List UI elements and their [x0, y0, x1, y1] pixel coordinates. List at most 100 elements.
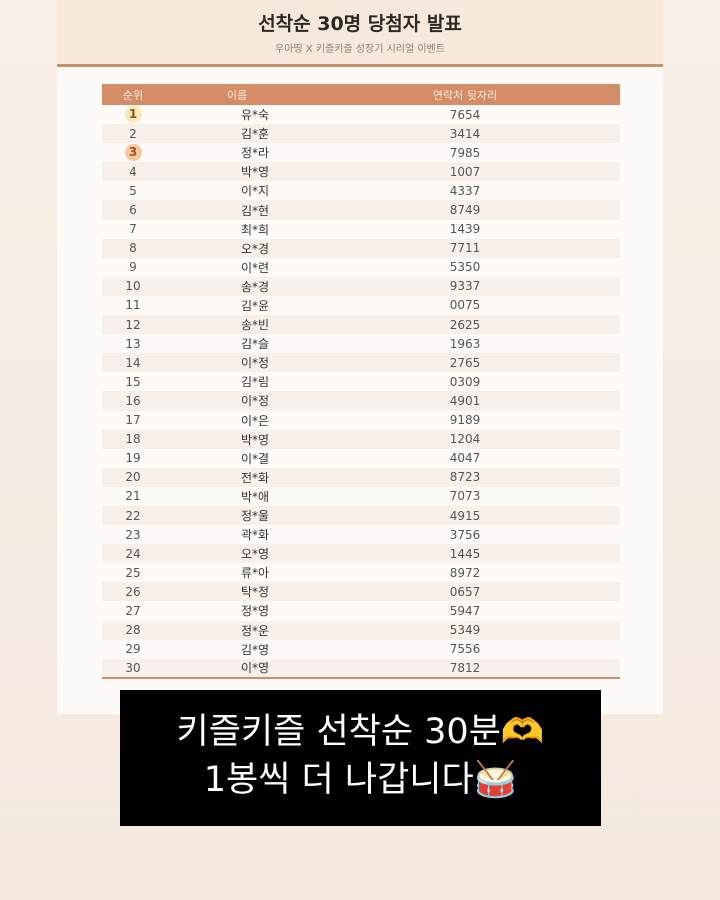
table-row: 28 정*운 5349: [102, 620, 620, 640]
cell-name: 박*영: [164, 162, 310, 182]
cell-rank: 27: [125, 603, 141, 618]
cell-rank: 15: [125, 374, 141, 389]
cell-rank: 29: [125, 642, 141, 657]
cell-name: 곽*화: [241, 528, 270, 543]
cell-rank: 18: [102, 429, 164, 449]
cell-rank: 22: [102, 505, 164, 526]
cell-phone: 8723: [310, 467, 620, 487]
cell-rank: 1: [102, 105, 164, 124]
table-row: 3 정*라 7985: [102, 143, 620, 162]
table-row: 17 이*은 9189: [102, 411, 620, 430]
table-row: 24 오*영 1445: [102, 544, 620, 564]
cell-name: 이*정: [164, 391, 310, 411]
cell-rank: 6: [102, 200, 164, 220]
cell-name: 전*화: [164, 467, 310, 487]
cell-name: 이*지: [241, 184, 270, 199]
table-row: 12 송*빈 2625: [102, 315, 620, 335]
table-row: 10 송*경 9337: [102, 276, 620, 296]
table-row: 18 박*영 1204: [102, 429, 620, 449]
column-rank: 순위: [102, 84, 164, 105]
table-row: 4 박*영 1007: [102, 162, 620, 182]
cell-rank: 4: [102, 162, 164, 182]
cell-phone: 7654: [449, 107, 481, 122]
cell-name: 오*영: [164, 544, 310, 564]
cell-name: 정*울: [164, 505, 310, 526]
cell-name: 박*영: [164, 429, 310, 449]
caption-overlay: 키즐키즐 선착순 30분🫶 1봉씩 더 나갑니다🥁: [120, 690, 601, 826]
table-row: 8 오*경 7711: [102, 238, 620, 258]
table-row: 9 이*련 5350: [102, 258, 620, 277]
cell-name: 박*애: [241, 489, 270, 504]
column-name: 이름: [164, 84, 310, 105]
cell-name: 송*빈: [164, 315, 310, 335]
cell-phone: 5350: [449, 260, 481, 275]
cell-phone: 3756: [449, 527, 481, 542]
cell-rank: 21: [125, 489, 141, 504]
cell-name: 이*은: [241, 413, 270, 428]
caption-line-1: 키즐키즐 선착순 30분🫶: [176, 712, 545, 752]
cell-phone: 4915: [310, 505, 620, 526]
table-row: 11 김*윤 0075: [102, 296, 620, 315]
cell-phone: 1007: [310, 162, 620, 182]
table-row: 30 이*영 7812: [102, 658, 620, 678]
cell-rank: 28: [102, 620, 164, 640]
cell-phone: 0309: [449, 374, 481, 389]
cell-name: 이*영: [164, 658, 310, 678]
cell-name: 정*라: [241, 146, 270, 161]
cell-phone: 9337: [310, 276, 620, 296]
table-row: 25 류*아 8972: [102, 563, 620, 582]
cell-name: 정*운: [164, 620, 310, 640]
cell-rank: 9: [129, 260, 137, 275]
cell-rank: 8: [102, 238, 164, 258]
cell-phone: 2765: [310, 353, 620, 373]
cell-name: 류*아: [241, 566, 270, 581]
cell-phone: 9189: [449, 413, 481, 428]
cell-name: 김*림: [241, 375, 270, 390]
card-header: 선착순 30명 당첨자 발표 우아띵 X 키즐키즐 성장기 시리얼 이벤트: [57, 0, 663, 67]
table-row: 23 곽*화 3756: [102, 525, 620, 544]
cell-phone: 0075: [449, 298, 481, 313]
table-row: 1 유*숙 7654: [102, 105, 620, 124]
cell-phone: 7812: [310, 658, 620, 678]
cell-name: 이*정: [164, 353, 310, 373]
cell-name: 정*영: [241, 604, 270, 619]
cell-phone: 1963: [449, 336, 481, 351]
cell-phone: 5349: [310, 620, 620, 640]
table-row: 29 김*영 7556: [102, 640, 620, 659]
cell-name: 이*련: [241, 260, 270, 275]
cell-phone: 1445: [310, 544, 620, 564]
table-row: 6 김*현 8749: [102, 200, 620, 220]
cell-rank: 16: [102, 391, 164, 411]
cell-name: 김*훈: [164, 124, 310, 144]
cell-phone: 4047: [449, 451, 481, 466]
table-row: 26 탁*정 0657: [102, 582, 620, 602]
table-row: 13 김*슬 1963: [102, 334, 620, 353]
cell-rank: 26: [102, 582, 164, 602]
cell-rank: 19: [125, 451, 141, 466]
table-row: 14 이*정 2765: [102, 353, 620, 373]
caption-line-2: 1봉씩 더 나갑니다🥁: [203, 760, 518, 800]
table-row: 5 이*지 4337: [102, 181, 620, 200]
cell-rank: 10: [102, 276, 164, 296]
rank-medal: 1: [124, 106, 142, 124]
table-row: 7 최*희 1439: [102, 220, 620, 239]
cell-phone: 2625: [310, 315, 620, 335]
cell-phone: 1204: [310, 429, 620, 449]
winners-table: 순위 이름 연락처 뒷자리 1 유*숙 7654 2 김*훈 3414 3 정*라 7985 4 박…: [102, 84, 620, 679]
cell-phone: 8972: [449, 565, 481, 580]
table-row: 27 정*영 5947: [102, 601, 620, 620]
cell-name: 최*희: [241, 222, 270, 237]
cell-rank: 5: [129, 183, 137, 198]
cell-phone: 7711: [310, 238, 620, 258]
cell-phone: 7985: [449, 145, 481, 160]
cell-phone: 3414: [310, 124, 620, 144]
cell-phone: 0657: [310, 582, 620, 602]
rank-medal: 3: [124, 144, 142, 162]
cell-name: 김*윤: [241, 298, 270, 313]
cell-name: 오*경: [164, 238, 310, 258]
cell-name: 송*경: [164, 276, 310, 296]
cell-rank: 25: [125, 565, 141, 580]
cell-rank: 30: [102, 658, 164, 678]
cell-phone: 4337: [449, 183, 481, 198]
cell-phone: 5947: [449, 603, 481, 618]
